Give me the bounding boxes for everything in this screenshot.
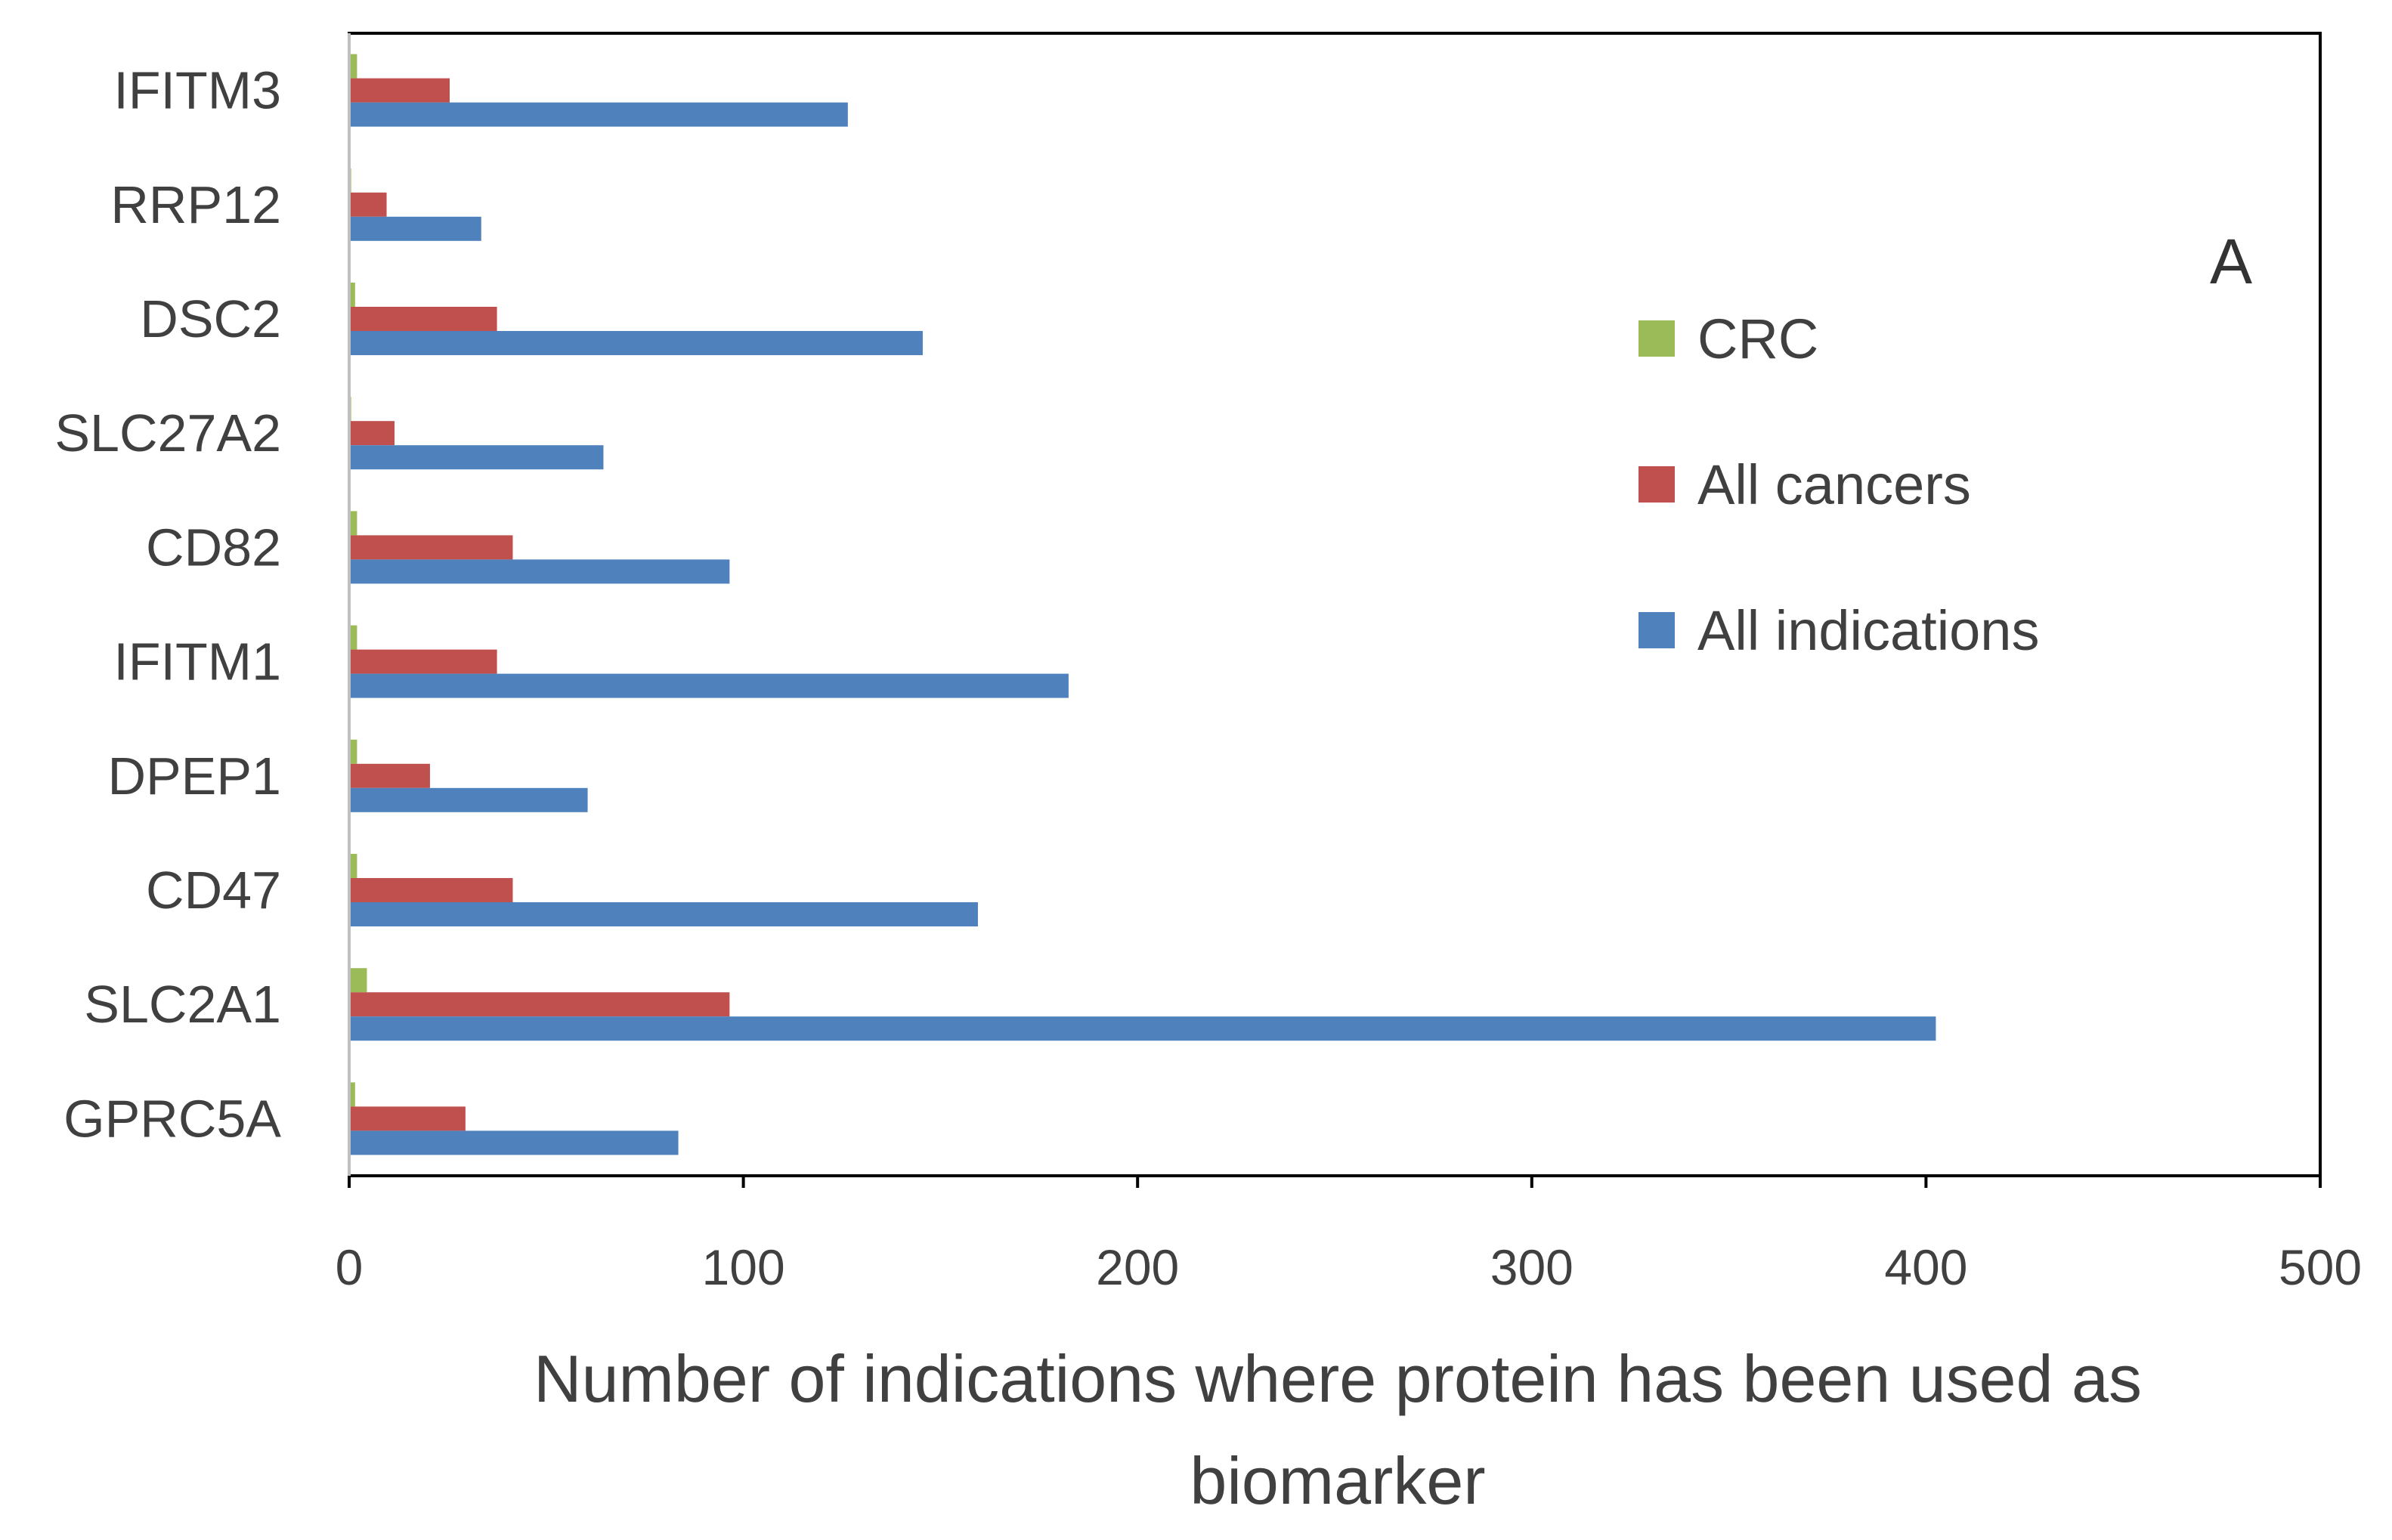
ticks-layer: 0 100 200 300 400 500	[336, 1176, 2362, 1295]
x-axis-title: Number of indications where protein has …	[534, 1341, 2142, 1518]
bar-all-cancers-ifitm1	[349, 649, 497, 674]
category-label-cd47: CD47	[146, 861, 281, 920]
category-label-dpep1: DPEP1	[107, 747, 281, 806]
category-label-gprc5a: GPRC5A	[63, 1089, 281, 1148]
bar-crc-dpep1	[349, 739, 357, 764]
bar-all-indications-cd47	[349, 902, 978, 926]
category-label-slc2a1: SLC2A1	[84, 975, 281, 1034]
bar-all-cancers-cd82	[349, 535, 513, 560]
bar-all-indications-dpep1	[349, 787, 588, 812]
legend: CRC All cancers All indications	[1639, 308, 2039, 662]
x-axis-title-line-2: biomarker	[1190, 1443, 1485, 1518]
bar-all-indications-ifitm1	[349, 673, 1069, 698]
legend-label-all-indications: All indications	[1697, 599, 2039, 662]
bar-crc-gprc5a	[349, 1082, 355, 1107]
x-tick-label-300: 300	[1490, 1239, 1574, 1295]
legend-label-all-cancers: All cancers	[1697, 453, 1971, 516]
bar-all-cancers-slc2a1	[349, 992, 730, 1017]
legend-label-crc: CRC	[1697, 308, 1818, 370]
category-label-rrp12: RRP12	[110, 175, 281, 234]
bars-layer	[349, 54, 1936, 1155]
bar-all-cancers-gprc5a	[349, 1106, 466, 1131]
panel-label: A	[2210, 226, 2252, 297]
bar-crc-slc2a1	[349, 968, 367, 993]
category-labels-layer: IFITM3 RRP12 DSC2 SLC27A2 CD82 IFITM1 DPEP1 CD4…	[54, 61, 281, 1149]
x-tick-label-0: 0	[336, 1239, 364, 1295]
legend-swatch-crc	[1639, 320, 1675, 357]
x-tick-label-200: 200	[1096, 1239, 1179, 1295]
category-label-ifitm1: IFITM1	[113, 632, 281, 691]
category-label-cd82: CD82	[146, 518, 281, 577]
bar-all-cancers-ifitm3	[349, 78, 450, 103]
category-label-slc27a2: SLC27A2	[54, 404, 281, 462]
bar-all-cancers-dpep1	[349, 763, 430, 788]
bar-all-indications-slc2a1	[349, 1016, 1936, 1041]
category-label-ifitm3: IFITM3	[113, 61, 281, 120]
legend-swatch-all-indications	[1639, 612, 1675, 648]
bar-crc-cd82	[349, 511, 357, 536]
category-label-dsc2: DSC2	[140, 289, 281, 348]
bar-all-indications-dsc2	[349, 331, 923, 355]
bar-all-indications-slc27a2	[349, 445, 604, 470]
x-axis-title-line-1: Number of indications where protein has …	[534, 1341, 2142, 1416]
bar-all-cancers-slc27a2	[349, 421, 395, 446]
bar-all-cancers-rrp12	[349, 192, 387, 217]
bar-crc-ifitm1	[349, 625, 357, 650]
bar-crc-ifitm3	[349, 54, 357, 79]
bar-all-cancers-cd47	[349, 878, 513, 902]
bar-crc-dsc2	[349, 283, 355, 307]
bar-all-indications-ifitm3	[349, 102, 848, 127]
legend-swatch-all-cancers	[1639, 466, 1675, 503]
bar-all-indications-gprc5a	[349, 1130, 679, 1155]
x-tick-label-500: 500	[2279, 1239, 2362, 1295]
bar-crc-cd47	[349, 854, 357, 878]
bar-all-indications-cd82	[349, 559, 730, 584]
x-tick-label-400: 400	[1884, 1239, 1967, 1295]
x-tick-label-100: 100	[702, 1239, 785, 1295]
bar-all-indications-rrp12	[349, 216, 481, 241]
bar-all-cancers-dsc2	[349, 307, 497, 331]
